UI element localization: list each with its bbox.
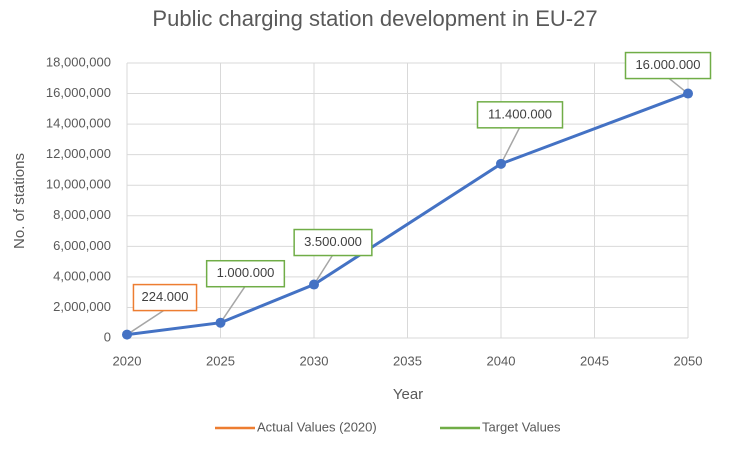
- data-label: 11.400.000: [488, 106, 552, 121]
- chart-title: Public charging station development in E…: [152, 6, 597, 31]
- x-tick-label: 2025: [206, 353, 235, 368]
- x-tick-label: 2035: [393, 353, 422, 368]
- x-tick-label: 2050: [674, 353, 703, 368]
- data-label: 1.000.000: [217, 265, 275, 280]
- y-tick-label: 8,000,000: [53, 207, 111, 222]
- point: [496, 158, 506, 169]
- label-box: [293, 228, 373, 257]
- x-tick-label: 2045: [580, 353, 609, 368]
- leader-line: [219, 285, 247, 324]
- legend-label: Target Values: [482, 419, 561, 434]
- label-box: [624, 51, 712, 80]
- y-tick-label: 12,000,000: [46, 146, 111, 161]
- y-tick-label: 16,000,000: [46, 85, 111, 100]
- leader-line: [500, 126, 521, 165]
- label-box: [205, 259, 286, 288]
- leader-line: [313, 254, 334, 285]
- x-tick-label: 2030: [300, 353, 329, 368]
- y-axis-title: No. of stations: [11, 153, 28, 249]
- point: [309, 279, 319, 290]
- point: [215, 317, 226, 328]
- y-tick-label: 10,000,000: [46, 177, 111, 192]
- y-tick-label: 18,000,000: [46, 54, 111, 69]
- x-tick-label: 2020: [113, 353, 142, 368]
- legend-label: Actual Values (2020): [257, 419, 377, 434]
- point: [683, 88, 693, 99]
- y-tick-label: 2,000,000: [53, 299, 111, 314]
- y-tick-label: 6,000,000: [53, 238, 111, 253]
- label-box: [132, 283, 198, 312]
- leader-line: [126, 308, 166, 336]
- data-label: 224.000: [142, 289, 189, 304]
- data-label: 3.500.000: [304, 234, 362, 249]
- point: [122, 329, 132, 340]
- data-label: 16.000.000: [635, 57, 700, 72]
- label-box: [476, 101, 564, 129]
- x-axis-title: Year: [393, 386, 423, 403]
- y-tick-label: 4,000,000: [53, 268, 111, 283]
- x-tick-label: 2040: [487, 353, 516, 368]
- y-tick-label: 14,000,000: [46, 116, 111, 131]
- y-tick-label: 0: [104, 329, 111, 344]
